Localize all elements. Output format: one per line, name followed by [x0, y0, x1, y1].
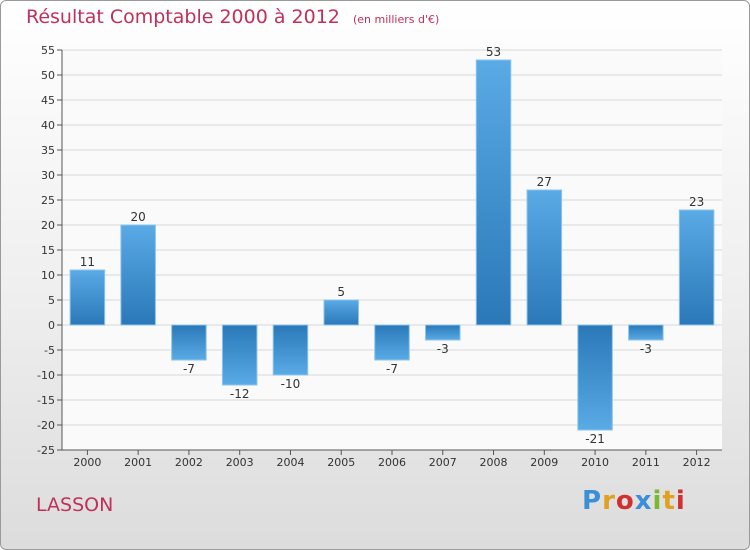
y-tick-label: -10 — [37, 369, 55, 382]
chart-title: Résultat Comptable 2000 à 2012 (en milli… — [26, 6, 439, 28]
data-label: -21 — [585, 432, 605, 446]
data-label: -3 — [640, 342, 652, 356]
bar-2004 — [272, 324, 309, 376]
x-tick-label: 2003 — [226, 456, 254, 469]
y-tick-label: 15 — [41, 244, 55, 257]
data-label: 27 — [537, 175, 552, 189]
x-tick-label: 2009 — [530, 456, 558, 469]
y-tick-label: -5 — [44, 344, 55, 357]
bar-2006 — [374, 324, 410, 361]
bar-2010 — [577, 324, 613, 431]
x-tick-label: 2011 — [632, 456, 660, 469]
proxiti-logo: Proxiti — [582, 486, 686, 516]
y-tick-label: -15 — [37, 394, 55, 407]
y-tick-label: 45 — [41, 94, 55, 107]
y-tick-label: 30 — [41, 169, 55, 182]
bar-2011 — [628, 324, 664, 341]
data-label: 53 — [486, 45, 501, 59]
y-tick-label: 40 — [41, 119, 55, 132]
y-tick-label: -25 — [37, 444, 55, 457]
data-label: 20 — [131, 210, 146, 224]
x-tick-label: 2000 — [73, 456, 101, 469]
bar-2000 — [69, 269, 106, 326]
y-tick-label: -20 — [37, 419, 55, 432]
y-tick-label: 5 — [48, 294, 55, 307]
bar-2012 — [678, 209, 715, 326]
x-tick-label: 2004 — [276, 456, 304, 469]
chart-subtitle: (en milliers d'€) — [352, 13, 440, 26]
x-tick-label: 2012 — [683, 456, 711, 469]
y-tick-label: 25 — [41, 194, 55, 207]
bar-2009 — [526, 189, 563, 326]
y-tick-label: 55 — [41, 44, 55, 57]
bar-2008 — [475, 59, 512, 326]
data-label: 5 — [337, 285, 345, 299]
x-tick-label: 2006 — [378, 456, 406, 469]
data-label: -7 — [183, 362, 195, 376]
data-label: 23 — [689, 195, 704, 209]
x-tick-label: 2001 — [124, 456, 152, 469]
bar-2003 — [221, 324, 258, 386]
x-tick-label: 2005 — [327, 456, 355, 469]
y-tick-label: 50 — [41, 69, 55, 82]
bar-2007 — [425, 324, 461, 341]
chart-title-main: Résultat Comptable 2000 à 2012 — [26, 6, 340, 28]
data-label: -7 — [386, 362, 398, 376]
x-tick-label: 2007 — [429, 456, 457, 469]
data-label: 11 — [80, 255, 95, 269]
y-tick-label: 35 — [41, 144, 55, 157]
place-name: LASSON — [36, 494, 114, 516]
x-tick-label: 2002 — [175, 456, 203, 469]
bar-2001 — [120, 224, 156, 326]
bar-2002 — [171, 324, 207, 361]
y-tick-label: 20 — [41, 219, 55, 232]
x-tick-label: 2008 — [480, 456, 508, 469]
y-tick-label: 10 — [41, 269, 55, 282]
data-label: -12 — [230, 387, 250, 401]
data-label: -10 — [281, 377, 301, 391]
x-tick-label: 2010 — [581, 456, 609, 469]
y-tick-label: 0 — [48, 319, 55, 332]
data-label: -3 — [437, 342, 449, 356]
bar-2005 — [323, 299, 359, 326]
